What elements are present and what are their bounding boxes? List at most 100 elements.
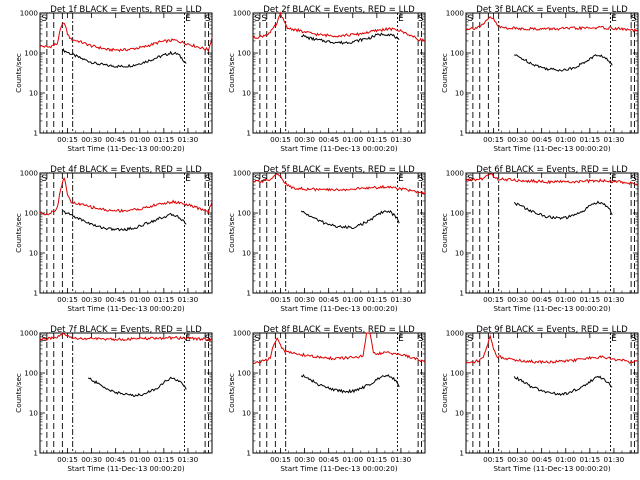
x-tick-label: 00:15 xyxy=(57,135,78,144)
y-tick-label: 10 xyxy=(29,89,39,98)
x-tick-label: 01:30 xyxy=(391,295,412,304)
x-tick-label: 01:00 xyxy=(129,295,150,304)
y-tick-label: 1000 xyxy=(233,169,252,178)
x-tick-label: 01:30 xyxy=(178,135,199,144)
y-tick-label: 1 xyxy=(459,449,464,458)
event-marker-label: E xyxy=(398,174,404,184)
y-axis-label: Counts/sec xyxy=(440,53,449,93)
y-tick-label: 1 xyxy=(246,449,251,458)
x-axis-label: Start Time (11-Dec-13 00:00:20) xyxy=(280,144,397,153)
y-tick-label: 1 xyxy=(33,129,38,138)
x-tick-label: 01:15 xyxy=(579,295,600,304)
detector-panel-6: Det 6f BLACK = Events, RED = LLD 1 10 100 10… xyxy=(440,165,639,313)
plot-frame xyxy=(39,172,213,294)
detector-panel-2: Det 2f BLACK = Events, RED = LLD 1 10 100 10… xyxy=(227,5,426,153)
y-tick-label: 100 xyxy=(24,209,38,218)
y-axis-label: Counts/sec xyxy=(227,213,236,253)
x-tick-label: 00:15 xyxy=(57,295,78,304)
y-tick-label: 100 xyxy=(237,209,251,218)
event-marker-label: S xyxy=(205,14,211,24)
y-tick-label: 1000 xyxy=(446,329,465,338)
events-series-line xyxy=(87,376,187,397)
event-marker-label: S xyxy=(254,334,260,344)
events-series-line xyxy=(300,374,400,394)
y-axis-label: Counts/sec xyxy=(227,373,236,413)
x-tick-label: 00:30 xyxy=(81,135,102,144)
event-marker-label: S xyxy=(467,334,473,344)
event-marker-label: S xyxy=(41,174,47,184)
detector-panel-7: Det 7f BLACK = Events, RED = LLD 1 10 100 10… xyxy=(14,325,213,473)
plot-frame xyxy=(465,172,639,294)
event-marker-label: E xyxy=(398,334,404,344)
x-tick-label: 01:15 xyxy=(366,295,387,304)
y-axis-label: Counts/sec xyxy=(14,53,23,93)
y-tick-label: 100 xyxy=(450,49,464,58)
event-marker-label: S xyxy=(631,334,637,344)
x-tick-label: 01:30 xyxy=(178,455,199,464)
lld-series-line xyxy=(39,22,213,53)
x-tick-label: 01:30 xyxy=(391,455,412,464)
x-tick-label: 00:45 xyxy=(318,295,339,304)
event-marker-label: S xyxy=(418,174,424,184)
y-tick-label: 10 xyxy=(29,409,39,418)
event-marker-label: S xyxy=(631,14,637,24)
x-tick-label: 00:45 xyxy=(531,135,552,144)
y-tick-label: 1000 xyxy=(233,329,252,338)
y-tick-label: 1 xyxy=(246,129,251,138)
events-series-line xyxy=(300,32,400,45)
event-marker-label: E xyxy=(185,174,191,184)
x-tick-label: 00:30 xyxy=(294,295,315,304)
y-tick-label: 100 xyxy=(450,209,464,218)
x-tick-label: 01:15 xyxy=(153,135,174,144)
event-marker-label: S xyxy=(418,334,424,344)
event-marker-label: S xyxy=(631,174,637,184)
event-marker-label: S xyxy=(467,14,473,24)
x-tick-label: 00:45 xyxy=(105,455,126,464)
y-axis-label: Counts/sec xyxy=(440,373,449,413)
y-tick-label: 1 xyxy=(33,449,38,458)
plot-frame xyxy=(465,12,639,134)
x-tick-label: 00:15 xyxy=(483,455,504,464)
y-tick-label: 1000 xyxy=(446,9,465,18)
panel-title: Det 5f BLACK = Events, RED = LLD xyxy=(263,165,415,175)
x-axis-label: Start Time (11-Dec-13 00:00:20) xyxy=(493,304,610,313)
y-tick-label: 100 xyxy=(237,49,251,58)
x-tick-label: 01:00 xyxy=(555,135,576,144)
x-tick-label: 00:45 xyxy=(105,135,126,144)
y-tick-label: 10 xyxy=(455,409,465,418)
x-tick-label: 01:30 xyxy=(604,295,625,304)
y-tick-label: 10 xyxy=(242,249,252,258)
y-axis-label: Counts/sec xyxy=(440,213,449,253)
detector-panel-1: Det 1f BLACK = Events, RED = LLD 1 10 100 10… xyxy=(14,5,213,153)
y-tick-label: 1000 xyxy=(446,169,465,178)
x-tick-label: 01:15 xyxy=(153,455,174,464)
event-marker-label: S xyxy=(261,174,267,184)
x-tick-label: 00:30 xyxy=(81,295,102,304)
x-tick-label: 01:00 xyxy=(129,455,150,464)
y-tick-label: 1 xyxy=(459,289,464,298)
events-series-line xyxy=(513,200,613,220)
y-axis-label: Counts/sec xyxy=(227,53,236,93)
y-tick-label: 100 xyxy=(24,369,38,378)
panel-title: Det 2f BLACK = Events, RED = LLD xyxy=(263,5,415,15)
x-tick-label: 00:30 xyxy=(507,295,528,304)
event-marker-label: S xyxy=(254,14,260,24)
x-tick-label: 00:45 xyxy=(531,295,552,304)
plot-frame xyxy=(252,332,426,454)
y-tick-label: 1 xyxy=(459,129,464,138)
panel-title: Det 3f BLACK = Events, RED = LLD xyxy=(476,5,628,15)
x-tick-label: 00:15 xyxy=(270,135,291,144)
y-tick-label: 1000 xyxy=(20,329,39,338)
events-series-line xyxy=(300,210,400,230)
x-tick-label: 01:15 xyxy=(366,135,387,144)
panel-title: Det 4f BLACK = Events, RED = LLD xyxy=(50,165,202,175)
event-marker-label: E xyxy=(185,14,191,24)
panel-title: Det 6f BLACK = Events, RED = LLD xyxy=(476,165,628,175)
y-tick-label: 1 xyxy=(246,289,251,298)
event-marker-label: E xyxy=(398,14,404,24)
x-tick-label: 00:30 xyxy=(507,135,528,144)
x-tick-label: 00:15 xyxy=(270,295,291,304)
lld-series-line xyxy=(252,332,426,364)
x-tick-label: 00:15 xyxy=(483,135,504,144)
x-tick-label: 00:45 xyxy=(318,455,339,464)
